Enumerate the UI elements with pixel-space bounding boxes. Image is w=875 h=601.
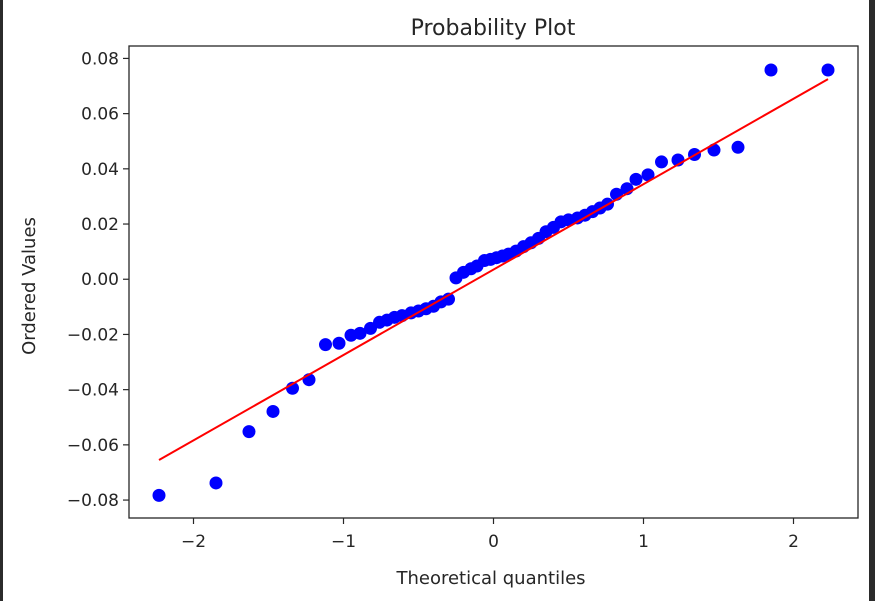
x-tick-label: 2 [788, 532, 799, 552]
data-point [655, 155, 668, 169]
x-tick-label: −1 [331, 532, 356, 552]
x-tick-label: −2 [181, 532, 206, 552]
data-point [821, 63, 835, 77]
data-point [332, 336, 346, 350]
data-point [319, 338, 332, 352]
chart-frame: −2 −1 0 1 2 −0.08 −0.06 −0.04 −0.02 0.00 0.02 0.04 0… [3, 0, 869, 601]
data-point [641, 168, 655, 182]
y-tick-label: −0.06 [67, 436, 119, 456]
data-point [353, 326, 367, 340]
probability-plot-chart: −2 −1 0 1 2 −0.08 −0.06 −0.04 −0.02 0.00 0.02 0.04 0… [19, 16, 859, 589]
y-axis-label: Ordered Values [19, 217, 40, 355]
y-tick-label: −0.04 [67, 381, 119, 401]
data-point [442, 292, 455, 306]
y-tick-label: 0.04 [81, 160, 119, 180]
plot-area-frame [128, 45, 859, 519]
x-tick-label: 0 [488, 532, 499, 552]
fit-line [158, 78, 829, 461]
x-tick-label: 1 [638, 532, 649, 552]
data-point [152, 488, 166, 502]
y-tick-label: −0.08 [67, 491, 119, 511]
x-axis-label: Theoretical quantiles [395, 568, 585, 589]
data-point [629, 172, 643, 186]
y-tick-label: 0.00 [81, 270, 119, 290]
y-tick-label: 0.08 [81, 49, 119, 69]
data-point [242, 425, 256, 439]
chart-title: Probability Plot [411, 16, 576, 41]
y-tick-label: 0.02 [81, 215, 119, 235]
y-tick-label: 0.06 [81, 105, 119, 125]
data-point [266, 404, 280, 418]
data-point [209, 476, 223, 490]
data-point [764, 63, 778, 77]
data-point [731, 140, 745, 154]
y-tick-label: −0.02 [67, 325, 119, 345]
